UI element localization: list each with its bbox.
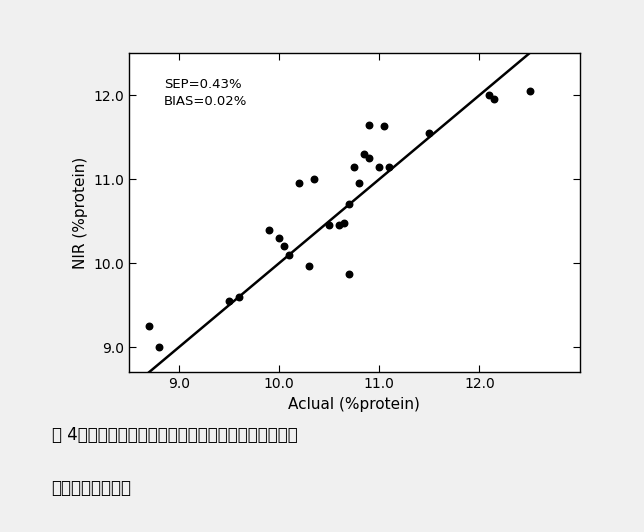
- Point: [424, 129, 435, 137]
- Point: [384, 162, 394, 171]
- Text: ク質含量推定結果: ク質含量推定結果: [52, 479, 131, 497]
- Point: [234, 293, 244, 301]
- Point: [294, 179, 304, 188]
- Point: [379, 122, 390, 130]
- Point: [354, 179, 365, 188]
- Point: [279, 242, 289, 251]
- Point: [334, 221, 345, 230]
- Point: [309, 175, 319, 184]
- Point: [524, 87, 535, 95]
- Point: [359, 149, 370, 158]
- Point: [324, 221, 334, 230]
- Point: [154, 343, 164, 352]
- Text: SEP=0.43%
BIAS=0.02%: SEP=0.43% BIAS=0.02%: [164, 78, 247, 109]
- Point: [144, 322, 154, 330]
- Point: [284, 251, 294, 259]
- Y-axis label: NIR (%protein): NIR (%protein): [73, 157, 88, 269]
- Point: [484, 91, 495, 99]
- Point: [344, 200, 354, 209]
- Point: [364, 154, 374, 162]
- Point: [364, 120, 374, 129]
- Text: 围 4　近赤外反射スペクトルによる小麦全粒のタンパ: 围 4 近赤外反射スペクトルによる小麦全粒のタンパ: [52, 426, 298, 444]
- Point: [274, 234, 284, 242]
- Point: [224, 297, 234, 305]
- Point: [339, 219, 349, 227]
- Point: [304, 261, 314, 270]
- Point: [349, 162, 359, 171]
- Point: [344, 270, 354, 278]
- X-axis label: Aclual (%protein): Aclual (%protein): [289, 397, 420, 412]
- Point: [264, 226, 274, 234]
- Point: [374, 162, 384, 171]
- Point: [489, 95, 500, 104]
